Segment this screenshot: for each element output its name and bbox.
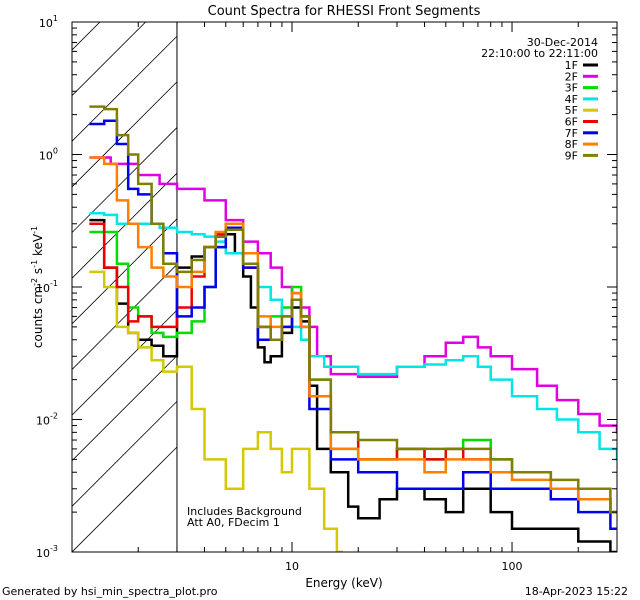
date-annotation: 30-Dec-2014 xyxy=(527,36,598,49)
legend-label-1F: 1F xyxy=(565,59,578,72)
legend-label-5F: 5F xyxy=(565,104,578,117)
series-line-9F xyxy=(89,105,617,514)
legend-label-3F: 3F xyxy=(565,82,578,95)
hatch-line xyxy=(72,446,178,552)
x-tick-label: 100 xyxy=(502,560,523,573)
series-line-5F xyxy=(89,270,343,552)
y-tick-label: 10-1 xyxy=(36,279,58,295)
hatch-line xyxy=(72,22,101,51)
time-range-annotation: 22:10:00 to 22:11:00 xyxy=(481,47,598,60)
series-line-8F xyxy=(89,156,617,514)
legend-label-6F: 6F xyxy=(565,116,578,129)
attenuator-note: Att A0, FDecim 1 xyxy=(187,516,280,529)
hatch-line xyxy=(72,172,178,279)
y-tick-label: 101 xyxy=(39,14,58,30)
series-layer xyxy=(89,105,617,552)
legend-label-8F: 8F xyxy=(565,138,578,151)
hatch-line xyxy=(72,401,178,507)
x-axis-label: Energy (keV) xyxy=(305,576,382,590)
footer-generated-by: Generated by hsi_min_spectra_plot.pro xyxy=(2,585,218,598)
y-axis-label: counts cm-2 s-1 keV-1 xyxy=(30,226,45,348)
y-tick-label: 100 xyxy=(39,147,58,163)
background-note: Includes Background xyxy=(187,505,302,518)
hatched-region xyxy=(72,0,178,552)
legend-label-2F: 2F xyxy=(565,70,578,83)
legend-label-7F: 7F xyxy=(565,127,578,140)
y-tick-label: 10-3 xyxy=(36,544,58,560)
legend-label-9F: 9F xyxy=(565,149,578,162)
series-line-1F xyxy=(89,218,617,552)
axis-ticks: 10-3 10-2 10-1 100 101 10 100 xyxy=(36,14,618,573)
hatch-line xyxy=(72,127,178,233)
hatch-line xyxy=(72,264,178,370)
hatch-line xyxy=(72,35,178,142)
hatch-line xyxy=(72,355,178,462)
hatch-line xyxy=(72,22,147,96)
x-tick-label: 10 xyxy=(285,560,299,573)
chart-title: Count Spectra for RHESSI Front Segments xyxy=(208,4,481,19)
y-tick-label: 10-2 xyxy=(36,412,58,428)
series-line-2F xyxy=(89,156,617,434)
hatch-line xyxy=(72,0,177,4)
footer-timestamp: 18-Apr-2023 15:22 xyxy=(525,585,628,598)
hatch-line xyxy=(72,218,178,325)
legend-label-4F: 4F xyxy=(565,93,578,106)
